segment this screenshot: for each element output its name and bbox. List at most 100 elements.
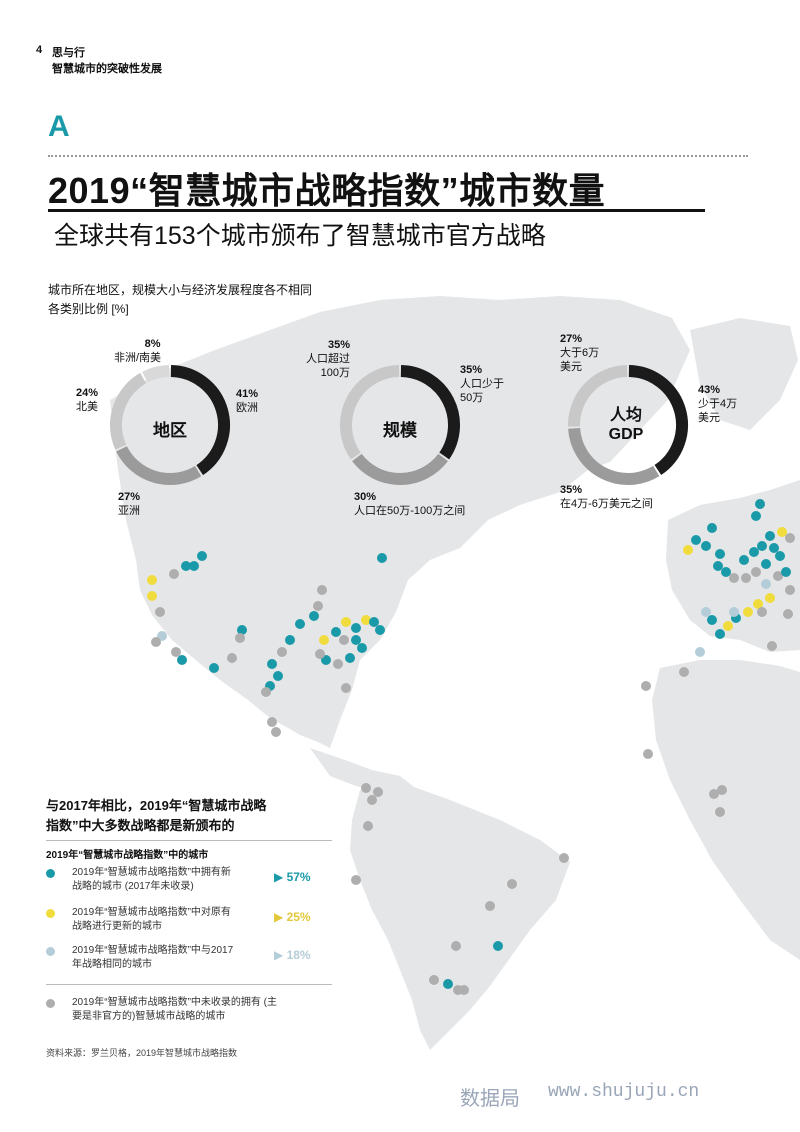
city-dot [363, 821, 373, 831]
city-dot [767, 641, 777, 651]
city-dot [443, 979, 453, 989]
city-dot [781, 567, 791, 577]
city-dot [765, 593, 775, 603]
city-dot [357, 643, 367, 653]
city-dot [151, 637, 161, 647]
legend-pct-same: ▶ 18% [274, 948, 311, 962]
city-dot [717, 785, 727, 795]
city-dot [319, 635, 329, 645]
city-dot [707, 615, 717, 625]
city-dot [713, 561, 723, 571]
city-dot [775, 551, 785, 561]
city-dot [147, 591, 157, 601]
city-dot [351, 635, 361, 645]
city-dot [707, 523, 717, 533]
legend-pct-updated: ▶ 25% [274, 910, 311, 924]
landmasses [110, 296, 800, 1050]
city-dot [261, 687, 271, 697]
city-dot [273, 671, 283, 681]
label-pop-under-500k: 35% 人口少于 50万 [460, 364, 504, 404]
city-dot [783, 609, 793, 619]
city-dots [147, 499, 795, 995]
donut-center-gdp-line1: 人均 [609, 407, 642, 424]
legend-title: 与2017年相比，2019年“智慧城市战略 指数”中大多数战略都是新颁布的 [46, 796, 346, 836]
city-dot [333, 659, 343, 669]
city-dot [227, 653, 237, 663]
city-dot [785, 533, 795, 543]
city-dot [237, 625, 247, 635]
section-letter: A [48, 110, 70, 143]
yellow-dot-icon [46, 909, 55, 918]
city-dot [749, 547, 759, 557]
city-dot [345, 653, 355, 663]
legend-item-updated: 2019年“智慧城市战略指数”中对原有 战略进行更新的城市 ▶ 25% [46, 906, 346, 936]
city-dot [373, 787, 383, 797]
gray-dot-icon [46, 999, 55, 1008]
city-dot [721, 567, 731, 577]
city-dot [155, 607, 165, 617]
city-dot [315, 649, 325, 659]
donut-center-gdp-line2: GDP [608, 426, 644, 443]
label-gdp-under-40k: 43% 少于4万 美元 [698, 384, 738, 424]
city-dot [773, 571, 783, 581]
legend-subtitle: 2019年“智慧城市战略指数”中的城市 [46, 850, 209, 861]
city-dot [341, 617, 351, 627]
donut-center-region: 地区 [153, 421, 187, 440]
title-underline [48, 209, 705, 212]
label-gdp-40k-60k: 35% 在4万-6万美元之间 [560, 484, 653, 510]
dotted-divider [48, 155, 748, 157]
city-dot [755, 499, 765, 509]
city-dot [267, 659, 277, 669]
city-dot [683, 545, 693, 555]
watermark-url: www.shujuju.cn [548, 1082, 700, 1102]
europe-landmass [666, 480, 800, 652]
lightblue-dot-icon [46, 947, 55, 956]
city-dot [753, 599, 763, 609]
city-dot [765, 531, 775, 541]
city-dot [235, 633, 245, 643]
city-dot [485, 901, 495, 911]
city-dot [701, 607, 711, 617]
city-dot [375, 625, 385, 635]
city-dot [313, 601, 323, 611]
city-dot [679, 667, 689, 677]
legend-item-new: 2019年“智慧城市战略指数”中拥有新 战略的城市 (2017年未收录) ▶ 57… [46, 866, 346, 896]
legend-divider-mid [46, 984, 332, 985]
city-dot [761, 579, 771, 589]
city-dot [369, 617, 379, 627]
city-dot [695, 647, 705, 657]
city-dot [743, 607, 753, 617]
city-dot [451, 941, 461, 951]
label-north-america: 24% 北美 [76, 387, 99, 413]
city-dot [643, 749, 653, 759]
city-dot [361, 783, 371, 793]
city-dot [701, 541, 711, 551]
legend-pct-new: ▶ 57% [274, 870, 311, 884]
legend-item-same: 2019年“智慧城市战略指数”中与2017 年战略相同的城市 ▶ 18% [46, 944, 346, 974]
city-dot [295, 619, 305, 629]
city-dot [339, 635, 349, 645]
label-asia: 27% 亚洲 [118, 491, 141, 517]
city-dot [171, 647, 181, 657]
donut-center-size: 规模 [383, 421, 417, 440]
city-dot [493, 941, 503, 951]
page-title: 2019“智慧城市战略指数”城市数量 [48, 170, 606, 211]
north-america-landmass [110, 296, 690, 748]
city-dot [267, 717, 277, 727]
page-subtitle: 全球共有153个城市颁布了智慧城市官方战略 [54, 222, 546, 250]
city-dot [715, 807, 725, 817]
city-dot [271, 727, 281, 737]
teal-dot-icon [46, 869, 55, 878]
city-dot [751, 511, 761, 521]
city-dot [729, 607, 739, 617]
city-dot [197, 551, 207, 561]
legend-item-not-included: 2019年“智慧城市战略指数”中未收录的拥有 (主 要是非官方的)智慧城市战略的城… [46, 996, 346, 1026]
city-dot [317, 585, 327, 595]
city-dot [769, 543, 779, 553]
city-dot [309, 611, 319, 621]
page-number: 4 [36, 44, 43, 56]
city-dot [147, 575, 157, 585]
label-pop-over-1m: 35% 人口超过 100万 [306, 339, 350, 379]
city-dot [761, 559, 771, 569]
